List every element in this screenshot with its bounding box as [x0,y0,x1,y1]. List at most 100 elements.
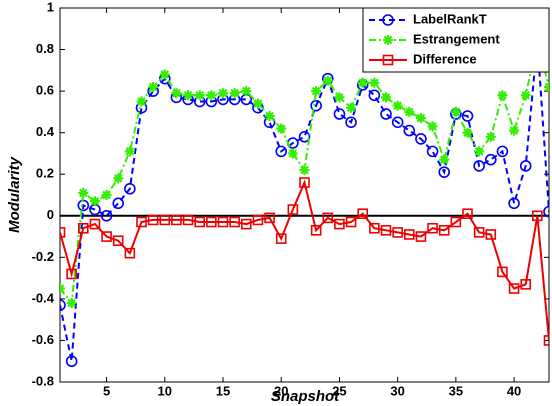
point [334,218,345,230]
point [485,131,496,142]
point [229,216,240,228]
point [287,204,299,215]
point [112,197,125,210]
point [264,212,275,224]
x-tick-label: 15 [216,383,230,398]
point [357,208,369,219]
legend-label: Estrangement [413,31,500,46]
point [182,214,194,226]
point [380,108,392,120]
point [345,216,357,228]
point [544,81,549,92]
point [124,247,136,259]
point [77,222,89,234]
point [497,90,508,101]
point [147,214,159,226]
point [473,160,485,172]
point [78,187,89,198]
legend-label: LabelRankT [413,11,487,26]
x-tick-label: 5 [103,383,110,398]
x-tick-label: 35 [449,383,463,398]
point [543,205,549,218]
point [322,75,333,86]
point [357,77,368,88]
point [241,86,252,97]
point [346,102,357,113]
point [427,222,438,234]
point [124,146,135,157]
point [496,145,509,158]
point [462,127,473,138]
point [403,229,415,240]
point [240,218,252,230]
point [101,190,112,200]
point [252,98,263,109]
point [509,125,520,136]
series-line [60,179,549,341]
point [89,196,100,207]
point [194,90,205,101]
point [252,214,264,226]
point [89,218,101,230]
point [66,298,77,309]
point [171,214,182,226]
point [369,77,380,88]
y-tick-label: 0.8 [36,41,54,56]
point [439,154,450,165]
point [310,225,322,236]
point [474,146,485,157]
x-tick-label: 20 [274,383,288,398]
point [311,86,322,97]
point [322,212,334,224]
point [275,145,288,158]
legend-label: Difference [413,51,477,66]
point [404,106,415,117]
point [66,268,77,280]
point [194,216,206,228]
x-tick-label: 25 [332,383,346,398]
point [65,355,78,368]
point [299,165,310,176]
point [60,299,66,311]
point [217,216,229,228]
x-tick-label: 10 [158,383,172,398]
point [229,88,240,99]
y-tick-label: -0.2 [32,249,54,264]
point [462,208,473,219]
point [519,160,532,172]
x-tick-label: 30 [390,383,404,398]
point [159,69,170,80]
y-tick-label: 1 [47,0,54,14]
point [427,121,438,132]
point [381,92,391,103]
point [461,110,474,122]
y-tick-label: 0.4 [36,124,55,139]
point [392,227,403,238]
point [508,283,520,294]
point [450,216,462,228]
plot-frame [59,7,550,383]
point [136,216,147,228]
point [438,225,450,236]
point [310,99,322,112]
point [264,111,275,122]
point [218,88,228,99]
point [520,279,532,290]
point [392,100,403,111]
point [101,231,112,242]
point [159,214,171,226]
point [275,233,287,244]
series [60,177,549,346]
x-tick-label: 40 [507,383,521,398]
series [60,35,549,368]
point [391,116,404,129]
point [334,92,345,103]
point [532,210,543,222]
point [60,283,65,294]
point [171,88,182,99]
point [299,177,310,188]
point [183,90,194,101]
point [298,131,311,143]
point [415,231,427,242]
series-line [60,41,549,362]
